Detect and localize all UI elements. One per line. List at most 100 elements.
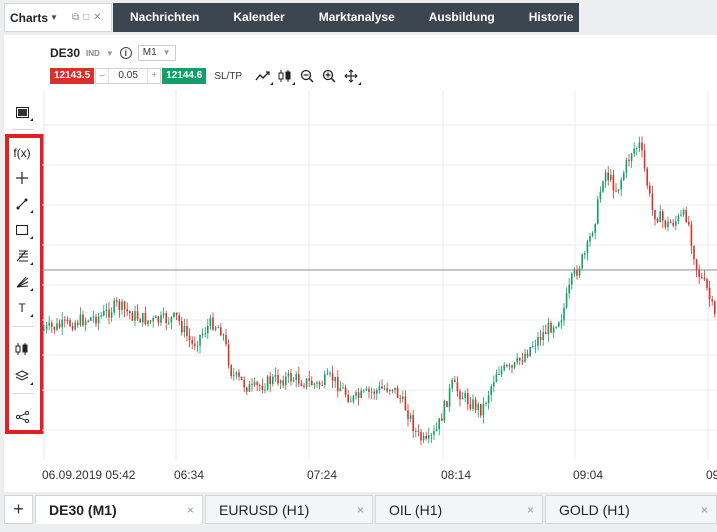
- tab-historie[interactable]: Historie: [528, 10, 574, 24]
- candle-body: [630, 153, 633, 161]
- candle-body: [373, 391, 375, 394]
- candle-body: [695, 259, 698, 271]
- candles-icon[interactable]: [274, 67, 296, 85]
- candle-body: [58, 323, 61, 328]
- candle-body: [656, 219, 659, 223]
- candle-body: [571, 273, 573, 285]
- chart-type-candles-icon[interactable]: [10, 339, 34, 359]
- candle-body: [308, 378, 310, 381]
- trendline-icon[interactable]: [10, 194, 34, 214]
- line-chart-icon[interactable]: [252, 67, 274, 85]
- candle-body: [337, 376, 339, 392]
- candle-body: [487, 395, 490, 403]
- candle-body: [472, 399, 474, 409]
- decrease-button[interactable]: –: [99, 70, 105, 81]
- close-icon[interactable]: ×: [700, 502, 708, 517]
- candle-body: [191, 340, 193, 344]
- candle-body: [53, 326, 56, 330]
- fx-indicators-icon[interactable]: f(x): [13, 146, 31, 160]
- share-icon[interactable]: [10, 407, 34, 427]
- candle-body: [264, 389, 266, 391]
- candle-body: [139, 319, 141, 323]
- candle-body: [66, 319, 69, 321]
- add-tab-button[interactable]: +: [4, 495, 33, 524]
- candle-body: [331, 373, 334, 382]
- chevron-down-icon: ▼: [50, 13, 58, 22]
- candle-body: [204, 333, 206, 335]
- instrument-tab[interactable]: EURUSD (H1) ×: [205, 495, 373, 524]
- info-icon[interactable]: i: [119, 47, 132, 59]
- candle-body: [667, 221, 669, 227]
- chart-display-icon[interactable]: [10, 102, 34, 122]
- candle-body: [168, 322, 170, 324]
- candle-body: [368, 388, 370, 392]
- candle-body: [402, 396, 404, 400]
- close-icon[interactable]: ✕: [93, 12, 102, 23]
- instrument-tab[interactable]: DE30 (M1) ×: [35, 495, 203, 524]
- text-tool-icon[interactable]: T: [10, 298, 34, 318]
- candle-body: [625, 159, 628, 173]
- fibonacci-icon[interactable]: [10, 246, 34, 266]
- timeframe-select[interactable]: M1 ▼: [137, 45, 176, 61]
- tab-kalender[interactable]: Kalender: [233, 10, 285, 24]
- candle-body: [347, 394, 349, 403]
- popout-icon[interactable]: ⧉: [71, 12, 80, 23]
- chevron-down-icon[interactable]: ▼: [105, 48, 114, 58]
- price-chart[interactable]: [42, 90, 717, 460]
- candle-body: [703, 277, 706, 280]
- candle-body: [396, 387, 399, 399]
- sltp-button[interactable]: SL/TP: [214, 70, 243, 82]
- candles: [43, 136, 716, 446]
- candle-body: [365, 388, 368, 391]
- candle-body: [646, 168, 648, 186]
- close-icon[interactable]: ×: [526, 502, 534, 517]
- quantity-input[interactable]: 0.05: [108, 69, 149, 83]
- candle-body: [495, 374, 498, 382]
- sell-price-button[interactable]: 12143.5: [50, 68, 95, 84]
- candle-body: [641, 142, 643, 151]
- candle-body: [142, 312, 144, 323]
- layers-icon[interactable]: [10, 366, 34, 386]
- instrument-tab[interactable]: GOLD (H1) ×: [545, 495, 717, 524]
- candle-body: [404, 396, 407, 411]
- candle-body: [61, 319, 63, 328]
- tab-marktanalyse[interactable]: Marktanalyse: [318, 10, 395, 24]
- move-icon[interactable]: [340, 67, 362, 85]
- rectangle-icon[interactable]: [10, 220, 34, 240]
- candle-body: [48, 322, 50, 326]
- candle-body: [214, 327, 217, 330]
- instrument-header: DE30 IND ▼ i M1 ▼: [50, 44, 176, 62]
- buy-price-button[interactable]: 12144.6: [162, 68, 207, 84]
- instrument-tab-label: DE30 (M1): [49, 501, 117, 518]
- quantity-stepper[interactable]: – 0.05 +: [95, 68, 162, 84]
- instrument-symbol[interactable]: DE30: [50, 46, 81, 60]
- candle-body: [584, 253, 586, 255]
- candle-body: [508, 365, 511, 367]
- x-tick-label: 09:: [706, 468, 717, 482]
- tab-nachrichten[interactable]: Nachrichten: [130, 10, 200, 24]
- instrument-tab-label: EURUSD (H1): [219, 501, 310, 518]
- charts-menu[interactable]: Charts ▼ ⧉ □ ✕: [4, 3, 112, 32]
- candle-body: [71, 326, 74, 330]
- candle-body: [446, 401, 448, 407]
- candle-body: [144, 312, 147, 325]
- tab-ausbildung[interactable]: Ausbildung: [428, 10, 495, 24]
- candle-body: [324, 374, 326, 385]
- toolbar-divider: [12, 393, 34, 394]
- candle-body: [183, 326, 186, 333]
- candle-body: [545, 332, 547, 335]
- candle-body: [108, 309, 110, 318]
- crosshair-icon[interactable]: [10, 168, 34, 188]
- x-tick-label: 09:04: [573, 468, 604, 482]
- gann-fan-icon[interactable]: [10, 272, 34, 292]
- close-icon[interactable]: ×: [356, 502, 364, 517]
- increase-button[interactable]: +: [151, 70, 158, 81]
- instrument-tab[interactable]: OIL (H1) ×: [375, 495, 543, 524]
- candle-body: [706, 279, 708, 288]
- candle-body: [391, 389, 394, 391]
- maximize-icon[interactable]: □: [83, 12, 90, 23]
- close-icon[interactable]: ×: [186, 502, 194, 517]
- timeframe-value: M1: [142, 47, 157, 58]
- zoom-out-icon[interactable]: [296, 67, 318, 85]
- zoom-in-icon[interactable]: [318, 67, 340, 85]
